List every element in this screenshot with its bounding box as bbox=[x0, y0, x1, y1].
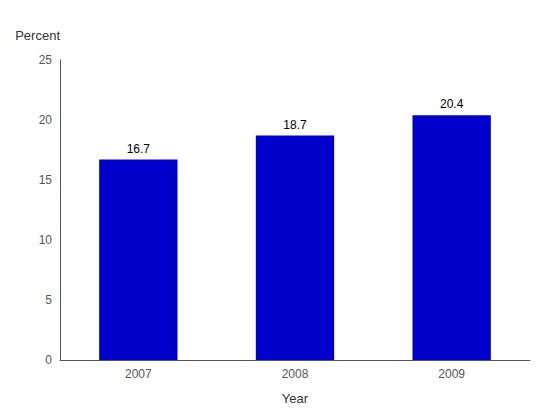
svg-text:20.4: 20.4 bbox=[440, 97, 464, 111]
svg-text:Percent: Percent bbox=[15, 28, 60, 43]
svg-text:5: 5 bbox=[45, 293, 52, 307]
svg-text:0: 0 bbox=[45, 353, 52, 367]
svg-text:16.7: 16.7 bbox=[127, 142, 151, 156]
svg-text:2009: 2009 bbox=[438, 367, 465, 381]
svg-text:15: 15 bbox=[39, 173, 53, 187]
svg-text:25: 25 bbox=[39, 53, 53, 67]
svg-text:10: 10 bbox=[39, 233, 53, 247]
svg-text:20: 20 bbox=[39, 113, 53, 127]
svg-text:2007: 2007 bbox=[125, 367, 152, 381]
svg-text:Year: Year bbox=[282, 391, 309, 406]
svg-text:18.7: 18.7 bbox=[283, 118, 307, 132]
svg-text:2008: 2008 bbox=[282, 367, 309, 381]
